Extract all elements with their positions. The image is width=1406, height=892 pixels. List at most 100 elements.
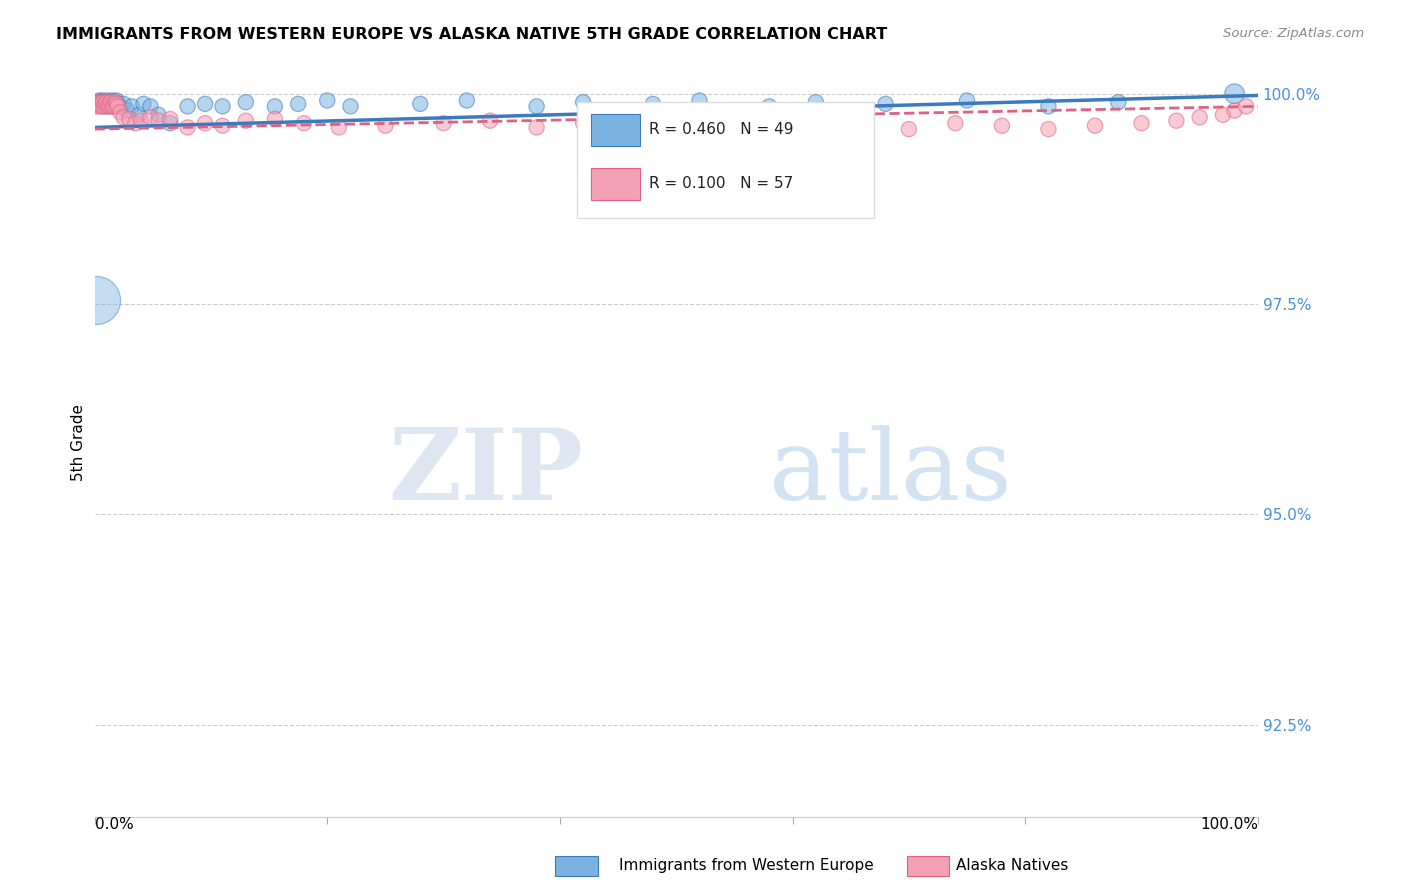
Point: [194, 116, 217, 130]
Point: [105, 96, 128, 111]
Point: [108, 99, 131, 113]
Point: [86, 95, 108, 110]
Point: [139, 111, 162, 125]
Point: [103, 99, 125, 113]
Point: [804, 116, 827, 130]
Point: [328, 120, 350, 135]
Point: [526, 99, 548, 113]
Point: [139, 99, 162, 113]
Point: [107, 96, 129, 111]
Point: [159, 116, 181, 130]
Point: [287, 96, 309, 111]
Point: [665, 119, 688, 133]
Point: [159, 112, 181, 126]
Point: [101, 94, 124, 108]
Point: [86, 99, 108, 113]
Point: [194, 96, 217, 111]
Point: [89, 94, 111, 108]
Point: [112, 96, 135, 111]
Point: [292, 116, 315, 130]
Point: [956, 94, 979, 108]
Point: [148, 113, 170, 128]
Point: [1223, 87, 1246, 101]
Point: [90, 99, 112, 113]
Point: [1166, 113, 1188, 128]
Point: [93, 95, 115, 110]
Point: [1130, 116, 1153, 130]
Point: [89, 95, 111, 110]
Point: [84, 293, 107, 307]
Point: [1084, 119, 1107, 133]
Point: [90, 96, 112, 111]
Point: [176, 99, 198, 113]
FancyBboxPatch shape: [592, 168, 640, 200]
Point: [479, 113, 502, 128]
Text: 100.0%: 100.0%: [1199, 817, 1258, 832]
Point: [316, 94, 339, 108]
Point: [112, 111, 135, 125]
Point: [1223, 103, 1246, 118]
Point: [991, 119, 1014, 133]
Point: [1038, 99, 1060, 113]
Point: [96, 99, 118, 113]
Point: [118, 112, 141, 126]
Point: [121, 99, 143, 113]
Point: [128, 108, 150, 122]
Point: [758, 99, 780, 113]
Point: [94, 99, 117, 113]
Point: [148, 108, 170, 122]
Point: [804, 95, 827, 110]
Point: [93, 99, 115, 113]
Point: [339, 99, 361, 113]
Text: 0.0%: 0.0%: [94, 817, 134, 832]
Point: [105, 94, 128, 108]
Point: [211, 119, 233, 133]
Point: [211, 99, 233, 113]
Point: [851, 119, 873, 133]
Point: [132, 96, 155, 111]
Text: R = 0.100   N = 57: R = 0.100 N = 57: [650, 177, 794, 192]
Text: Source: ZipAtlas.com: Source: ZipAtlas.com: [1223, 27, 1364, 40]
Point: [1212, 108, 1234, 122]
Point: [84, 96, 107, 111]
Text: IMMIGRANTS FROM WESTERN EUROPE VS ALASKA NATIVE 5TH GRADE CORRELATION CHART: IMMIGRANTS FROM WESTERN EUROPE VS ALASKA…: [56, 27, 887, 42]
Point: [97, 96, 120, 111]
Point: [89, 96, 111, 111]
Point: [1107, 95, 1129, 110]
Text: ZIP: ZIP: [388, 425, 583, 522]
Point: [89, 99, 111, 113]
Point: [945, 116, 967, 130]
Point: [409, 96, 432, 111]
Point: [711, 116, 734, 130]
Point: [104, 95, 127, 110]
Point: [98, 99, 121, 113]
Point: [688, 94, 710, 108]
Point: [129, 113, 152, 128]
Point: [758, 120, 780, 135]
Point: [264, 99, 287, 113]
Point: [94, 96, 117, 111]
Point: [108, 105, 131, 120]
FancyBboxPatch shape: [592, 114, 640, 145]
Point: [96, 94, 118, 108]
Point: [103, 99, 125, 113]
Point: [96, 95, 118, 110]
Point: [87, 96, 110, 111]
Point: [1234, 99, 1257, 113]
Text: R = 0.460   N = 49: R = 0.460 N = 49: [650, 122, 794, 137]
Point: [456, 94, 478, 108]
Point: [619, 122, 641, 136]
Point: [124, 116, 146, 130]
Point: [875, 96, 897, 111]
Point: [97, 96, 120, 111]
Point: [100, 95, 122, 110]
Point: [91, 95, 114, 110]
FancyBboxPatch shape: [578, 103, 875, 219]
Point: [432, 116, 454, 130]
Point: [101, 99, 124, 113]
Point: [96, 95, 118, 110]
Point: [103, 96, 125, 111]
Point: [572, 116, 595, 130]
Point: [1038, 122, 1060, 136]
Point: [526, 120, 548, 135]
